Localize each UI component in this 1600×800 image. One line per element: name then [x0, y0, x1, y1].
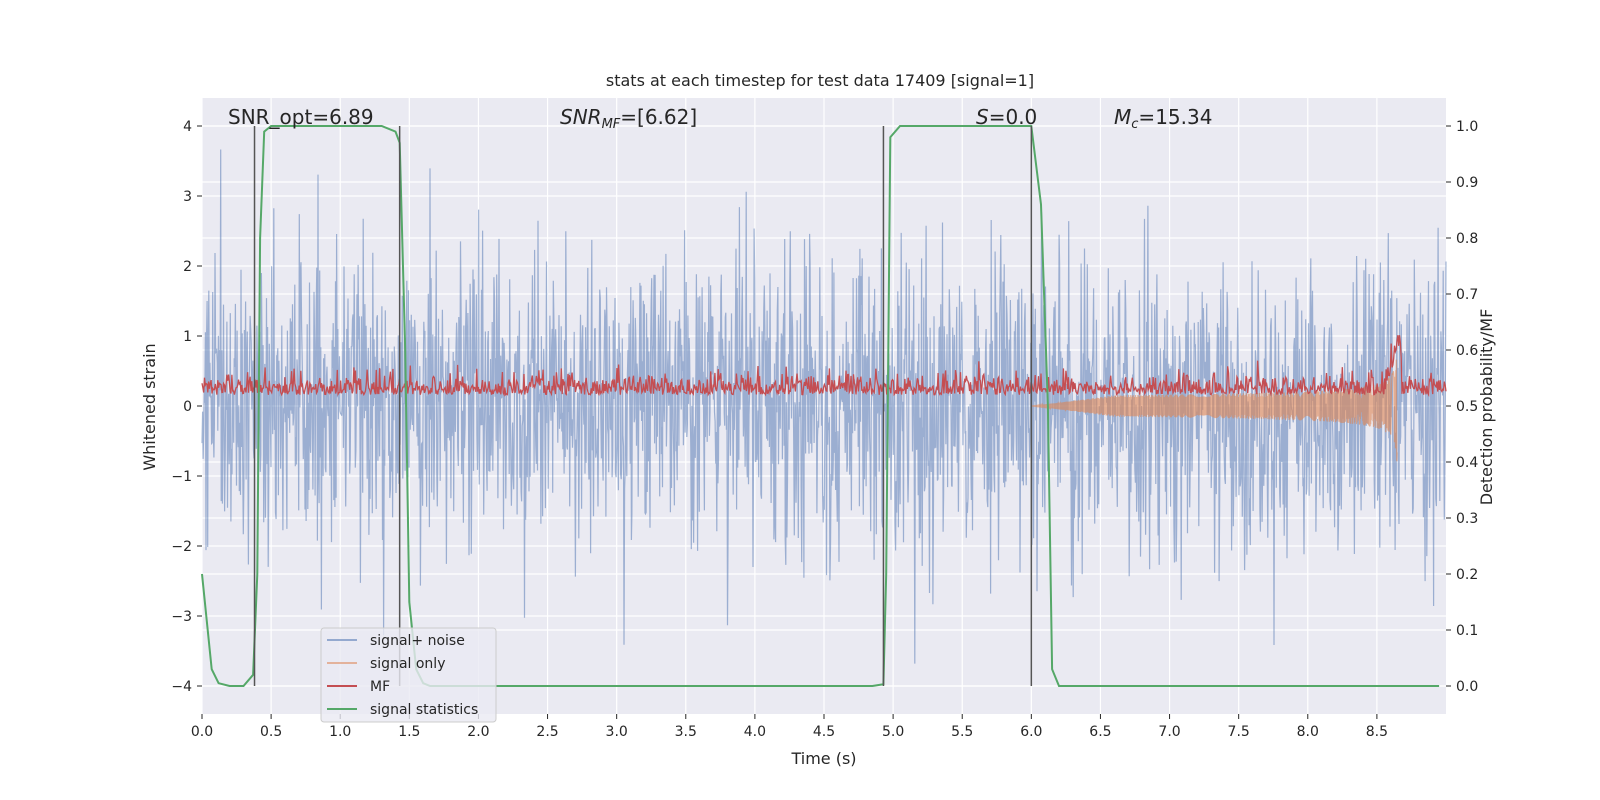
x-axis-label: Time (s) — [790, 749, 856, 768]
y2-tick-label: 0.8 — [1456, 231, 1478, 247]
signal-only-line — [1031, 359, 1398, 462]
noise-line — [201, 149, 1447, 664]
x-tick-label: 8.5 — [1366, 724, 1388, 740]
legend: signal+ noise signal only MF signal stat… — [320, 627, 497, 723]
chart-title: stats at each timestep for test data 174… — [606, 71, 1034, 90]
y2-tick-label: 0.7 — [1456, 287, 1478, 303]
annotation-snr-opt-value: 6.89 — [329, 105, 374, 129]
mf-line — [201, 335, 1447, 398]
y2-tick-label: 0.9 — [1456, 175, 1478, 191]
legend-label-mf: MF — [370, 679, 390, 695]
x-tick-label: 5.0 — [882, 724, 904, 740]
x-tick-label: 0.5 — [260, 724, 282, 740]
annotation-mc-label: Mc — [1114, 105, 1138, 132]
y-tick-label: 2 — [183, 259, 192, 275]
y-tick-label: 0 — [183, 399, 192, 415]
x-tick-label: 1.0 — [329, 724, 351, 740]
y-tick-label: 1 — [183, 329, 192, 345]
x-tick-label: 2.5 — [536, 724, 558, 740]
signal-statistics-series — [201, 125, 1440, 687]
noise-series — [201, 149, 1447, 664]
legend-label-signal: signal only — [370, 656, 445, 672]
x-tick-label: 7.5 — [1228, 724, 1250, 740]
annotation-mc: Mc=15.34 — [1114, 105, 1212, 132]
x-tick-label: 3.5 — [675, 724, 697, 740]
y2-tick-label: 0.5 — [1456, 399, 1478, 415]
axes: 0.0 0.5 1.0 1.5 2.0 2.5 3.0 3.5 4.0 4.5 5.0 5.5 6.0 6… — [171, 119, 1478, 740]
annotation-snr-opt-label: SNR_opt — [228, 105, 312, 129]
y2-tick-label: 0.3 — [1456, 511, 1478, 527]
annotation-snr-opt: SNR_opt=6.89 — [228, 105, 374, 129]
mf-series — [201, 335, 1447, 398]
x-tick-label: 5.5 — [951, 724, 973, 740]
legend-box — [320, 627, 497, 723]
legend-label-stat: signal statistics — [370, 702, 478, 718]
annotation-s: S=0.0 — [976, 105, 1037, 129]
y-tick-label: 4 — [183, 119, 192, 135]
y2-axis-label: Detection probability/MF — [1477, 309, 1496, 506]
x-tick-label: 8.0 — [1297, 724, 1319, 740]
y-tick-label: −4 — [171, 679, 192, 695]
signal-only-series — [1031, 359, 1398, 462]
annotation-snr-mf-value: [6.62] — [637, 105, 697, 129]
x-tick-label: 3.0 — [606, 724, 628, 740]
annotation-snr-mf-label: SNRMF — [560, 105, 621, 132]
annotation-s-value: 0.0 — [1005, 105, 1037, 129]
vertical-markers — [253, 126, 1033, 686]
y2-tick-label: 0.1 — [1456, 623, 1478, 639]
y2-tick-label: 0.6 — [1456, 343, 1478, 359]
x-tick-label: 4.0 — [744, 724, 766, 740]
x-tick-label: 7.0 — [1158, 724, 1180, 740]
annotation-snr-mf: SNRMF=[6.62] — [560, 105, 697, 132]
legend-label-noise: signal+ noise — [370, 633, 465, 649]
annotations: SNR_opt=6.89 SNRMF=[6.62] S=0.0 Mc=15.34 — [228, 105, 1212, 132]
y-tick-label: 3 — [183, 189, 192, 205]
x-tick-label: 0.0 — [191, 724, 213, 740]
y-tick-label: −1 — [171, 469, 192, 485]
x-tick-label: 4.5 — [813, 724, 835, 740]
signal-statistics-line — [201, 125, 1440, 687]
y-tick-label: −3 — [171, 609, 192, 625]
y2-tick-label: 1.0 — [1456, 119, 1478, 135]
x-tick-label: 2.0 — [467, 724, 489, 740]
y2-tick-label: 0.4 — [1456, 455, 1478, 471]
y-axis-label: Whitened strain — [140, 343, 159, 470]
y-tick-label: −2 — [171, 539, 192, 555]
x-tick-label: 6.5 — [1089, 724, 1111, 740]
x-tick-label: 1.5 — [398, 724, 420, 740]
annotation-s-label: S — [976, 105, 989, 129]
annotation-mc-value: 15.34 — [1155, 105, 1212, 129]
y2-tick-label: 0.0 — [1456, 679, 1478, 695]
x-tick-label: 6.0 — [1020, 724, 1042, 740]
y2-tick-label: 0.2 — [1456, 567, 1478, 583]
